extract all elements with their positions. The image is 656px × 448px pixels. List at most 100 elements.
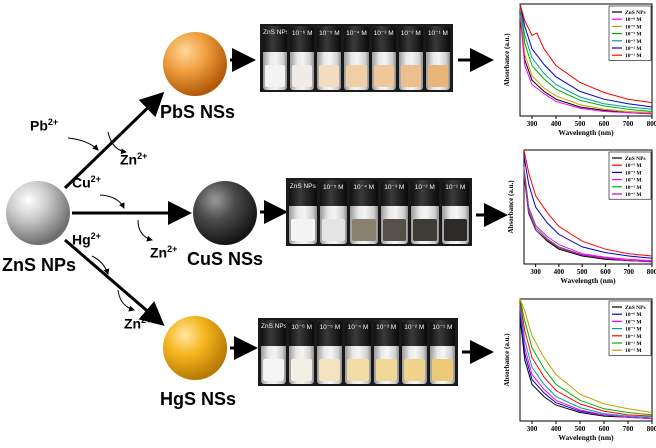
vial-liquid xyxy=(346,65,367,87)
x-axis-label: Wavelength (nm) xyxy=(558,433,614,442)
arrow-to-hgs xyxy=(64,238,165,326)
series-line xyxy=(519,301,653,417)
legend-label: 10⁻³ M xyxy=(625,39,642,45)
legend-label: 10⁻³ M xyxy=(625,334,642,340)
cu-ion-label: Cu2+ xyxy=(72,174,101,191)
legend-label: 10⁻¹ M xyxy=(625,192,642,198)
x-tick-label: 500 xyxy=(577,268,588,276)
vial: 10⁻² M xyxy=(401,320,427,384)
vial-cap: 10⁻⁵ M xyxy=(317,26,342,52)
series-line xyxy=(523,175,653,263)
curve-arrow-zn-out-hgs xyxy=(117,289,135,312)
hgs-absorbance-svg: 300 400 500 600 700 800 Wavelength (nm) Absorba… xyxy=(503,298,656,442)
zn-ion-label-hgs: Zn2+ xyxy=(124,315,152,332)
legend-label: ZnS NPs xyxy=(625,156,646,162)
x-tick-label: 600 xyxy=(599,425,610,433)
hgs-absorbance-graph: 300 400 500 600 700 800 Wavelength (nm) Absorba… xyxy=(500,295,656,443)
vial-label: 10⁻² M xyxy=(404,324,425,332)
series-line xyxy=(519,15,653,115)
vial-liquid xyxy=(400,65,421,87)
vial-liquid xyxy=(352,219,376,241)
vial: 10⁻⁵ M xyxy=(317,26,342,90)
vial-liquid xyxy=(291,359,313,381)
x-tick-label: 500 xyxy=(575,425,586,433)
vial: 10⁻⁴ M xyxy=(344,26,369,90)
legend-label: ZnS NPs xyxy=(625,10,646,16)
vial-label: 10⁻² M xyxy=(400,30,421,38)
x-tick-label: 400 xyxy=(554,268,565,276)
vial: ZnS NPs xyxy=(289,180,317,244)
hgs-sphere xyxy=(163,316,227,380)
x-tick-label: 300 xyxy=(530,268,541,276)
series-line xyxy=(519,298,653,416)
legend-label: 10⁻⁶ M xyxy=(625,17,642,23)
series-line xyxy=(519,307,653,420)
series-line xyxy=(519,298,653,413)
zns-label: ZnS NPs xyxy=(2,255,77,275)
hg-ion-label: Hg2+ xyxy=(72,231,101,248)
vial-liquid xyxy=(375,359,397,381)
legend-label: 10⁻⁴ M xyxy=(625,32,642,38)
legend-label: 10⁻¹ M xyxy=(625,53,642,59)
pbs-label: PbS NSs xyxy=(160,102,236,122)
series-line xyxy=(519,3,653,110)
vial-label: 10⁻⁵ M xyxy=(322,184,344,192)
vial-cap: 10⁻⁶ M xyxy=(289,320,315,346)
series-line xyxy=(523,167,653,262)
legend-label: 10⁻⁴ M xyxy=(625,170,642,176)
vial-label: 10⁻¹ M xyxy=(432,324,453,332)
pbs-sphere xyxy=(163,32,227,96)
vial-liquid xyxy=(382,219,406,241)
vial-label: 10⁻¹ M xyxy=(445,184,466,192)
vial-cap: 10⁻⁵ M xyxy=(319,180,347,206)
x-tick-label: 700 xyxy=(623,425,634,433)
legend-label: 10⁻² M xyxy=(625,46,642,52)
legend-label: 10⁻² M xyxy=(625,185,642,191)
legend-label: 10⁻⁵ M xyxy=(625,24,642,30)
cus-absorbance-svg: 300 400 500 600 700 800 Wavelength (nm) Absorba… xyxy=(507,149,656,285)
series-line xyxy=(519,6,653,114)
vial: 10⁻¹ M xyxy=(441,180,469,244)
vial-liquid xyxy=(373,65,394,87)
legend-box xyxy=(608,151,652,200)
vial-cap: 10⁻³ M xyxy=(371,26,396,52)
pb-ion-label: Pb2+ xyxy=(30,117,59,134)
curve-arrow-hg-in xyxy=(91,255,110,275)
x-tick-label: 700 xyxy=(623,120,634,128)
zn-ion-label-cus: Zn2+ xyxy=(150,244,178,261)
vial-cap: 10⁻⁵ M xyxy=(317,320,343,346)
vial: 10⁻⁵ M xyxy=(319,180,347,244)
pbs-vial-photo: ZnS NPs 10⁻⁶ M 10⁻⁵ M 10⁻⁴ M 10⁻³ M 10⁻² M 10⁻… xyxy=(260,24,453,92)
vial: ZnS NPs xyxy=(263,26,288,90)
legend-label: 10⁻⁵ M xyxy=(625,163,642,169)
x-tick-label: 700 xyxy=(623,268,634,276)
legend-label: 10⁻³ M xyxy=(625,178,642,184)
vial: 10⁻³ M xyxy=(380,180,408,244)
vial-liquid xyxy=(265,65,286,87)
legend-label: 10⁻² M xyxy=(625,341,642,347)
vial-liquid xyxy=(431,359,453,381)
x-tick-label: 400 xyxy=(551,425,562,433)
vial-liquid xyxy=(443,219,467,241)
vial-label: 10⁻⁵ M xyxy=(319,324,341,332)
x-tick-label: 400 xyxy=(551,120,562,128)
curve-arrow-cu-in xyxy=(99,194,125,209)
vial-label: 10⁻² M xyxy=(414,184,435,192)
vial-liquid xyxy=(291,219,315,241)
vial-liquid xyxy=(319,359,341,381)
y-axis-label: Absorbance (a.u.) xyxy=(503,33,511,87)
legend-label: 10⁻⁴ M xyxy=(625,327,642,333)
x-tick-label: 500 xyxy=(575,120,586,128)
vial-cap: 10⁻¹ M xyxy=(429,320,455,346)
x-tick-label: 300 xyxy=(527,425,538,433)
legend-label: 10⁻⁶ M xyxy=(625,312,642,318)
vial-cap: 10⁻² M xyxy=(411,180,439,206)
zns-sphere xyxy=(6,181,70,245)
vial-label: 10⁻⁴ M xyxy=(347,324,369,332)
vial-cap: 10⁻¹ M xyxy=(425,26,450,52)
vial-label: 10⁻⁴ M xyxy=(346,30,367,38)
vial-liquid xyxy=(347,359,369,381)
curve-arrow-zn-out-pbs xyxy=(107,131,127,155)
x-tick-label: 600 xyxy=(600,268,611,276)
